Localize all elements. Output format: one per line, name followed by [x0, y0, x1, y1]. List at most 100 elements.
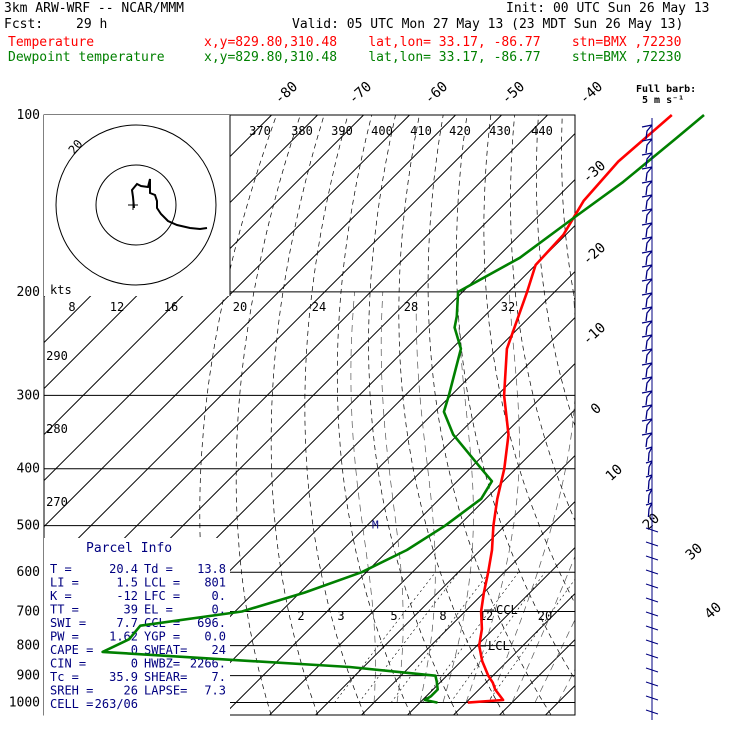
parcel-info-value: -12 — [116, 589, 138, 603]
isotherm-label: -20 — [580, 240, 610, 269]
wind-speed-label: 12 — [110, 300, 124, 314]
parcel-info-label: CELL = — [50, 697, 93, 711]
parcel-info-value: 0.0 — [204, 630, 226, 644]
init-time: Init: 00 UTC Sun 26 May 13 — [506, 1, 710, 16]
isotherm-line — [223, 362, 575, 715]
wind-barb — [645, 527, 659, 538]
level-m-marker: M — [372, 519, 379, 532]
isotherm-line — [44, 115, 364, 436]
parcel-info-label: PW = — [50, 630, 79, 644]
dry-adiabat — [483, 115, 575, 605]
wind-barb — [645, 695, 659, 706]
parcel-info-value: 26 — [124, 684, 138, 698]
parcel-info-value: 7.3 — [204, 684, 226, 698]
storm-motion-marker — [128, 200, 138, 210]
mixing-ratio-label: 3 — [337, 609, 344, 623]
wind-barb — [645, 474, 653, 490]
wind-barb — [641, 348, 653, 364]
mixing-ratio-line — [487, 578, 575, 703]
wind-barb — [645, 681, 659, 692]
isotherm-line — [407, 546, 575, 715]
valid-time: Valid: 05 UTC Mon 27 May 13 (23 MDT Sun … — [292, 17, 684, 32]
mixing-ratio-label: 8 — [439, 609, 446, 623]
wind-barb — [645, 502, 653, 518]
pressure-tick-label: 400 — [17, 462, 40, 477]
dry-adiabat — [336, 115, 412, 715]
mixing-ratio-label: 20 — [538, 609, 552, 623]
hodograph-trace — [130, 178, 208, 231]
parcel-info-label: TT = — [50, 603, 79, 617]
wind-barb — [641, 306, 653, 322]
isotherm-label: 40 — [702, 599, 725, 622]
theta-label: 400 — [371, 124, 393, 138]
pressure-tick-label: 1000 — [9, 696, 40, 711]
wind-barb — [645, 583, 659, 594]
isotherm-line — [315, 454, 575, 715]
pressure-tick-label: 100 — [17, 108, 40, 123]
wind-barb — [641, 250, 653, 266]
isotherm-label: -40 — [577, 79, 607, 108]
theta-label: 390 — [331, 124, 353, 138]
wind-barb — [645, 667, 659, 678]
dry-adiabat — [270, 115, 325, 715]
wind-barb — [645, 446, 653, 462]
theta-label: 270 — [46, 495, 68, 509]
dry-adiabat — [610, 115, 740, 715]
parcel-info-label: LCL = — [144, 576, 180, 590]
wind-barb — [645, 709, 659, 720]
parcel-info-value: 0 — [131, 643, 138, 657]
wind-barb — [645, 569, 659, 580]
parcel-info-value: 0 — [131, 657, 138, 671]
parcel-info-label: LI = — [50, 576, 79, 590]
parcel-info-label: HWBZ= — [144, 657, 180, 671]
parcel-info-label: K = — [50, 589, 72, 603]
pressure-tick-label: 800 — [17, 639, 40, 654]
forecast-label: Fcst: — [4, 17, 44, 32]
isotherm-label: 0 — [588, 400, 605, 418]
parcel-info-label: CAPE = — [50, 643, 93, 657]
moist-adiabat — [415, 291, 436, 703]
isotherm-label: -60 — [422, 79, 452, 108]
dewpoint-legend-name: Dewpoint temperature — [8, 50, 165, 65]
parcel-info-value: 35.9 — [109, 670, 138, 684]
isotherm-line — [177, 316, 575, 715]
mixing-ratio-line — [334, 572, 436, 703]
moist-adiabat — [488, 291, 575, 703]
barb-legend-units: 5 m s⁻¹ — [642, 95, 684, 106]
parcel-info-value: 1.5 — [116, 576, 138, 590]
isotherm-line — [44, 115, 410, 482]
forecast-hour: 29 h — [76, 17, 108, 32]
moist-adiabat — [534, 618, 575, 703]
parcel-info-label: LFC = — [144, 589, 180, 603]
wind-barb — [645, 555, 659, 566]
pressure-tick-label: 300 — [17, 388, 40, 403]
isotherm-line — [361, 500, 575, 715]
parcel-info-value: 20.4 — [109, 562, 138, 576]
theta-label: 370 — [249, 124, 271, 138]
parcel-info-label: Tc = — [50, 670, 79, 684]
wind-barb — [645, 541, 659, 552]
dry-adiabat — [235, 115, 301, 715]
parcel-info-label: LAPSE= — [144, 684, 187, 698]
dry-adiabat — [561, 115, 575, 304]
wind-barb — [645, 611, 659, 622]
moist-adiabat — [511, 555, 575, 703]
dry-adiabat — [427, 115, 552, 715]
mixing-ratio-label: 5 — [390, 609, 397, 623]
parcel-info-label: CIN = — [50, 657, 86, 671]
theta-label: 440 — [531, 124, 553, 138]
isotherm-line — [499, 638, 575, 715]
wind-barb — [641, 334, 653, 350]
pressure-tick-label: 200 — [17, 285, 40, 300]
isotherm-label: 30 — [683, 540, 706, 563]
temperature-trace — [467, 114, 673, 704]
dry-adiabat — [705, 115, 740, 715]
theta-label: 420 — [449, 124, 471, 138]
isotherm-label: 10 — [603, 461, 626, 484]
wind-barb — [641, 138, 653, 154]
parcel-info-label: YGP = — [144, 630, 180, 644]
isotherm-line — [269, 408, 575, 715]
wind-barb — [641, 390, 653, 406]
dewpoint-legend-location: x,y=829.80,310.48 lat,lon= 33.17, -86.77… — [204, 50, 682, 65]
